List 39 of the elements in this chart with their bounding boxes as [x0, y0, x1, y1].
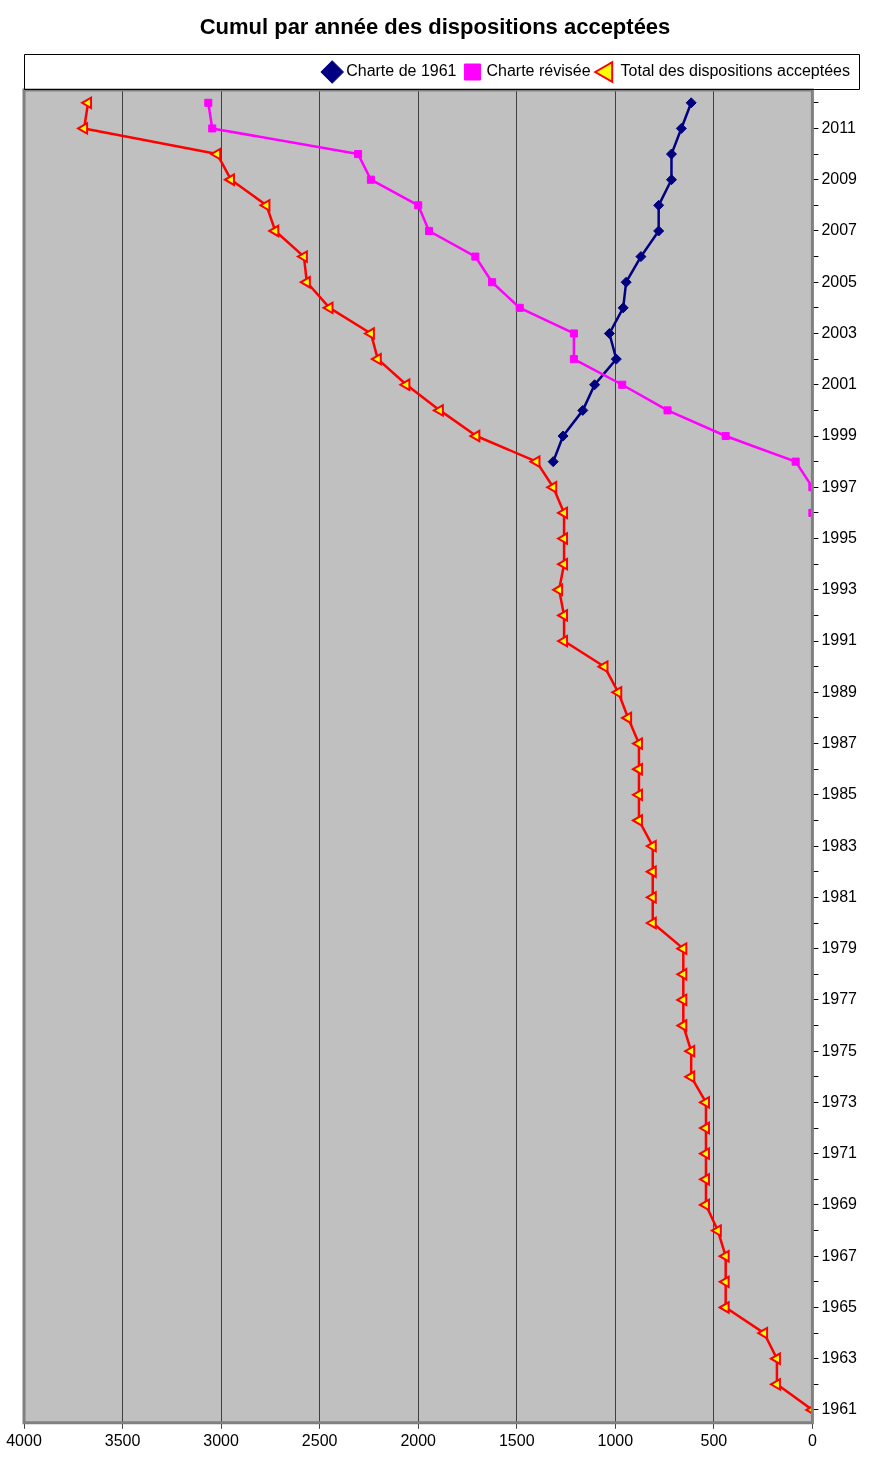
y-tick-label: 1967	[821, 1246, 858, 1264]
x-tick-label: 3000	[203, 1431, 239, 1449]
x-tick-label: 1000	[597, 1431, 634, 1449]
y-tick-label: 1983	[821, 836, 858, 854]
y-tick-label: 1989	[821, 682, 858, 700]
y-tick-label: 2003	[821, 323, 858, 341]
x-tick-label: 1500	[498, 1431, 535, 1449]
y-tick-label: 2011	[821, 118, 856, 136]
y-tick-label: 1973	[821, 1092, 858, 1110]
y-tick-label: 1971	[821, 1144, 858, 1162]
x-tick-label: 500	[700, 1431, 728, 1449]
legend-label: Charte de 1961	[346, 62, 457, 80]
y-tick-label: 1987	[821, 733, 858, 751]
x-tick-label: 0	[807, 1431, 817, 1449]
y-tick-label: 1999	[821, 426, 858, 444]
chart-title: Cumul par année des dispositions acceptées	[198, 13, 672, 41]
y-tick-label: 2001	[821, 375, 858, 393]
legend-label: Total des dispositions acceptées	[620, 62, 850, 80]
y-tick-label: 1991	[821, 631, 858, 649]
y-tick-label: 1995	[821, 528, 858, 546]
y-tick-label: 1965	[821, 1297, 858, 1315]
y-tick-label: 1997	[821, 477, 858, 495]
x-tick-label: 2000	[400, 1431, 437, 1449]
y-tick-label: 1979	[821, 939, 858, 957]
y-tick-label: 1963	[821, 1349, 858, 1367]
legend-label: Charte révisée	[486, 62, 591, 80]
y-tick-label: 2007	[821, 221, 858, 239]
y-tick-label: 1977	[821, 990, 858, 1008]
x-tick-label: 4000	[6, 1431, 42, 1449]
x-tick-label: 2500	[301, 1431, 338, 1449]
y-tick-label: 1975	[821, 1041, 858, 1059]
y-tick-label: 1969	[821, 1195, 858, 1213]
y-tick-label: 2009	[821, 170, 858, 188]
y-tick-label: 1985	[821, 785, 858, 803]
y-tick-label: 2005	[821, 272, 858, 290]
y-tick-label: 1961	[821, 1400, 858, 1418]
y-tick-label: 1981	[821, 887, 858, 905]
y-tick-label: 1993	[821, 580, 858, 598]
x-tick-label: 3500	[104, 1431, 141, 1449]
